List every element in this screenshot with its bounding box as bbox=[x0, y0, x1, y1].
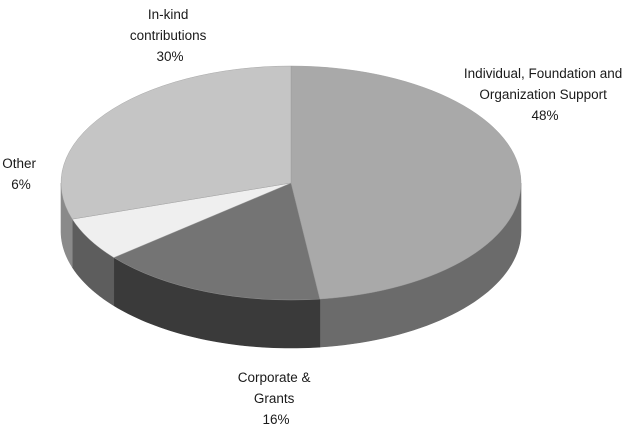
slice-label-other: Other 6% bbox=[2, 156, 40, 192]
slice-inkind bbox=[60, 65, 292, 220]
slice-value-individual: 48% bbox=[531, 108, 558, 123]
slice-label-other-line-1: Other bbox=[2, 156, 36, 171]
slice-label-corporate-line-2: Grants bbox=[254, 391, 295, 406]
slice-value-inkind: 30% bbox=[156, 49, 183, 64]
pie-slices bbox=[60, 65, 522, 301]
slice-label-inkind-line-1: In-kind bbox=[148, 7, 189, 22]
slice-value-corporate: 16% bbox=[262, 412, 289, 427]
slice-individual bbox=[290, 65, 522, 300]
slice-corporate bbox=[113, 182, 321, 301]
slice-label-individual: Individual, Foundation and Organization … bbox=[464, 66, 626, 123]
slice-label-individual-line-1: Individual, Foundation and bbox=[464, 66, 622, 81]
slice-value-other: 6% bbox=[11, 177, 31, 192]
slice-label-inkind-line-2: contributions bbox=[130, 28, 207, 43]
slice-label-corporate: Corporate & Grants 16% bbox=[238, 370, 315, 427]
slice-label-inkind: In-kind contributions 30% bbox=[130, 7, 210, 64]
slice-label-individual-line-2: Organization Support bbox=[479, 87, 607, 102]
pie-sides bbox=[60, 182, 522, 349]
slice-label-corporate-line-1: Corporate & bbox=[238, 370, 311, 385]
